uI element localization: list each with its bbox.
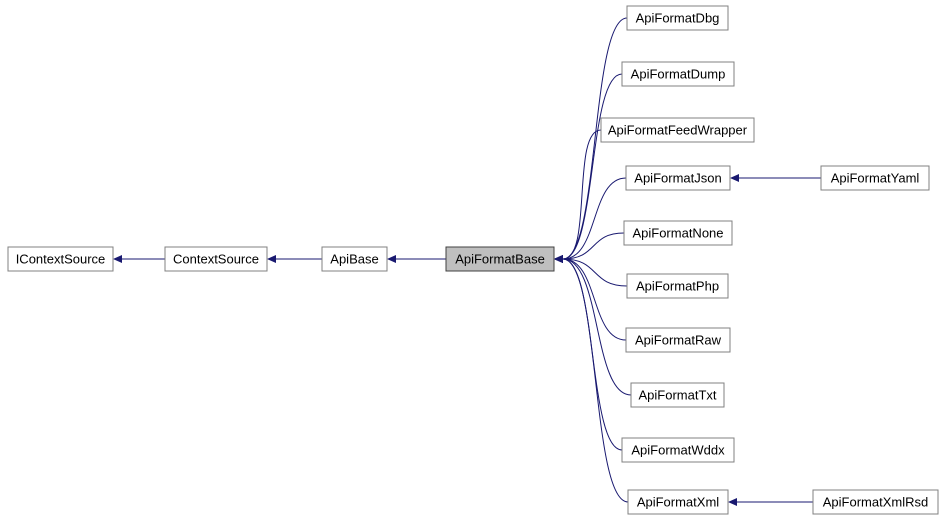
edge-arrow bbox=[730, 174, 739, 182]
edge bbox=[563, 259, 626, 340]
node-label: ApiBase bbox=[330, 251, 378, 266]
node-ApiFormatRaw[interactable]: ApiFormatRaw bbox=[626, 328, 730, 352]
inheritance-diagram: IContextSource ContextSource ApiBase ApiFor… bbox=[0, 0, 949, 520]
edge bbox=[563, 74, 622, 259]
node-label: ApiFormatJson bbox=[634, 170, 721, 185]
node-ApiFormatDbg[interactable]: ApiFormatDbg bbox=[627, 6, 728, 30]
node-ApiFormatTxt[interactable]: ApiFormatTxt bbox=[631, 383, 724, 407]
edge bbox=[563, 259, 631, 395]
node-label: ApiFormatTxt bbox=[638, 387, 716, 402]
node-label: ApiFormatPhp bbox=[636, 278, 719, 293]
node-ApiFormatJson[interactable]: ApiFormatJson bbox=[626, 166, 730, 190]
node-IContextSource[interactable]: IContextSource bbox=[8, 247, 113, 271]
node-ApiFormatXml[interactable]: ApiFormatXml bbox=[628, 490, 728, 514]
node-ApiFormatNone[interactable]: ApiFormatNone bbox=[624, 221, 732, 245]
node-label: ApiFormatXml bbox=[637, 494, 719, 509]
node-label: ApiFormatYaml bbox=[831, 170, 920, 185]
node-label: ApiFormatRaw bbox=[635, 332, 722, 347]
node-ApiFormatXmlRsd[interactable]: ApiFormatXmlRsd bbox=[813, 490, 938, 514]
edge-arrow bbox=[113, 255, 122, 263]
edge-arrow bbox=[387, 255, 396, 263]
node-label: ContextSource bbox=[173, 251, 259, 266]
edge bbox=[563, 178, 626, 259]
node-label: ApiFormatFeedWrapper bbox=[608, 122, 748, 137]
node-label: ApiFormatBase bbox=[455, 251, 545, 266]
node-label: ApiFormatWddx bbox=[631, 442, 725, 457]
edge-arrow bbox=[267, 255, 276, 263]
edge bbox=[563, 259, 628, 502]
node-label: ApiFormatDump bbox=[631, 66, 726, 81]
edge bbox=[563, 259, 627, 286]
edge-arrow bbox=[728, 498, 737, 506]
node-ApiBase[interactable]: ApiBase bbox=[322, 247, 387, 271]
node-ApiFormatBase[interactable]: ApiFormatBase bbox=[446, 247, 554, 271]
node-label: ApiFormatNone bbox=[632, 225, 723, 240]
node-label: ApiFormatXmlRsd bbox=[823, 494, 928, 509]
node-ApiFormatWddx[interactable]: ApiFormatWddx bbox=[622, 438, 734, 462]
node-ApiFormatFeedWrapper[interactable]: ApiFormatFeedWrapper bbox=[601, 118, 754, 142]
node-ApiFormatPhp[interactable]: ApiFormatPhp bbox=[627, 274, 728, 298]
node-ApiFormatYaml[interactable]: ApiFormatYaml bbox=[821, 166, 929, 190]
node-ContextSource[interactable]: ContextSource bbox=[165, 247, 267, 271]
node-label: IContextSource bbox=[16, 251, 106, 266]
edge bbox=[563, 233, 624, 259]
edge-arrow bbox=[554, 255, 563, 263]
node-ApiFormatDump[interactable]: ApiFormatDump bbox=[622, 62, 734, 86]
node-label: ApiFormatDbg bbox=[636, 10, 720, 25]
